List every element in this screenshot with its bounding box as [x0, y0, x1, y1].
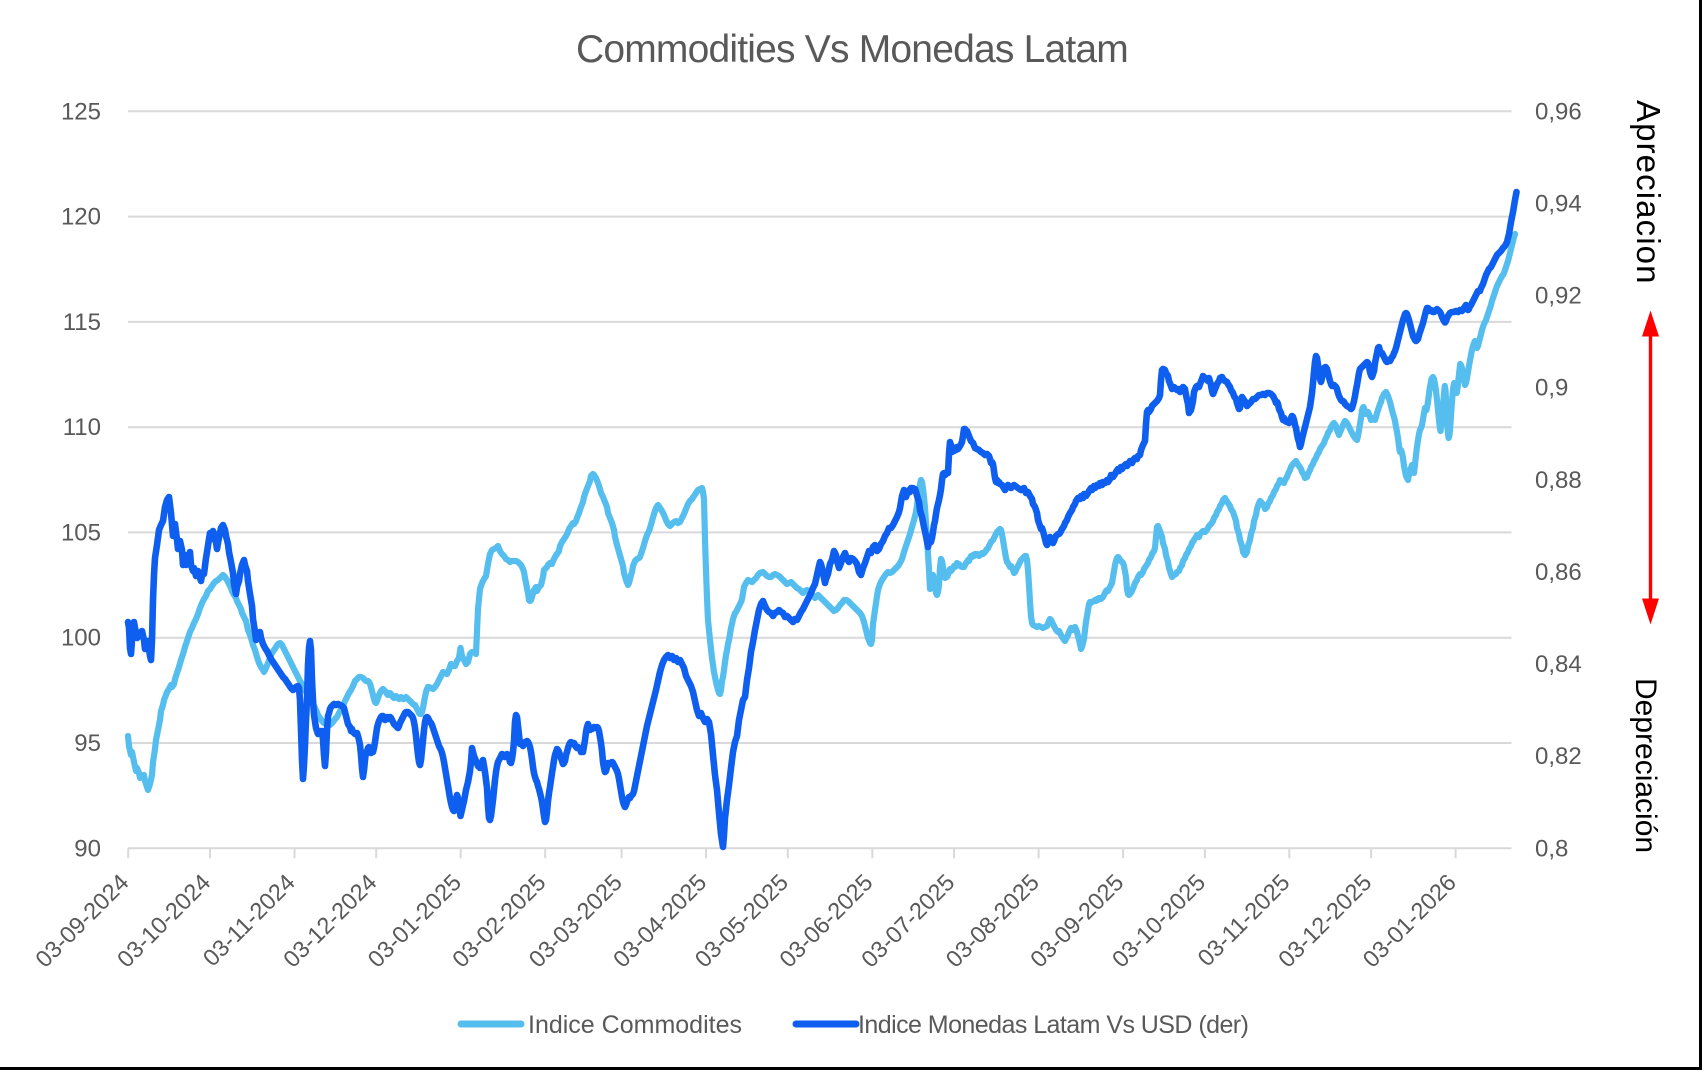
svg-text:0,86: 0,86	[1535, 559, 1582, 586]
svg-text:Apreciacion: Apreciacion	[1630, 100, 1667, 285]
svg-text:120: 120	[61, 204, 101, 231]
svg-text:0,84: 0,84	[1535, 651, 1582, 678]
svg-text:0,9: 0,9	[1535, 375, 1568, 402]
svg-text:Indice Monedas Latam Vs USD (d: Indice Monedas Latam Vs USD (der)	[858, 1011, 1248, 1039]
svg-text:90: 90	[74, 835, 101, 862]
svg-text:0,82: 0,82	[1535, 743, 1582, 770]
svg-text:115: 115	[63, 309, 101, 336]
svg-text:Indice Commodites: Indice Commodites	[528, 1011, 742, 1039]
svg-text:110: 110	[63, 414, 101, 441]
svg-text:Commodities Vs Monedas Latam: Commodities Vs Monedas Latam	[576, 28, 1128, 71]
svg-text:100: 100	[61, 625, 101, 652]
svg-text:0,8: 0,8	[1535, 835, 1568, 862]
svg-text:125: 125	[61, 98, 101, 125]
svg-text:0,92: 0,92	[1535, 283, 1582, 310]
svg-text:95: 95	[74, 730, 101, 757]
svg-text:105: 105	[61, 519, 101, 546]
svg-text:Depreciación: Depreciación	[1629, 678, 1662, 853]
svg-text:0,96: 0,96	[1535, 98, 1582, 125]
svg-text:0,88: 0,88	[1535, 467, 1582, 494]
svg-text:0,94: 0,94	[1535, 190, 1582, 217]
